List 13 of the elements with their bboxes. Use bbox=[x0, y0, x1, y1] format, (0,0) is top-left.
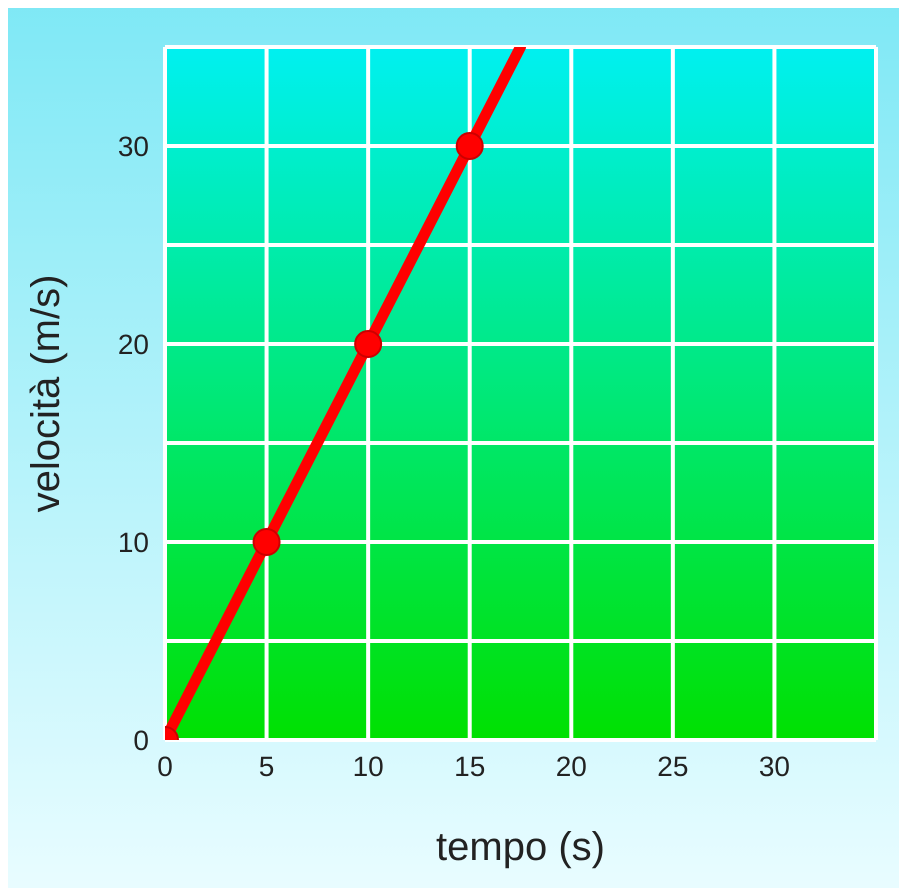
x-tick-label: 5 bbox=[258, 750, 274, 782]
y-tick-label: 10 bbox=[118, 526, 149, 558]
x-tick-label: 20 bbox=[556, 750, 587, 782]
x-tick-label: 30 bbox=[758, 750, 790, 782]
x-tick-label: 15 bbox=[454, 750, 486, 782]
x-tick-label: 10 bbox=[352, 750, 384, 782]
x-tick-label: 25 bbox=[657, 750, 688, 782]
x-tick-label: 0 bbox=[157, 750, 173, 782]
y-tick-label: 20 bbox=[118, 328, 149, 360]
x-axis-title: tempo (s) bbox=[436, 825, 605, 869]
y-tick-label: 0 bbox=[133, 724, 149, 756]
y-tick-label: 30 bbox=[118, 130, 149, 162]
y-axis-title: velocità (m/s) bbox=[24, 274, 68, 512]
